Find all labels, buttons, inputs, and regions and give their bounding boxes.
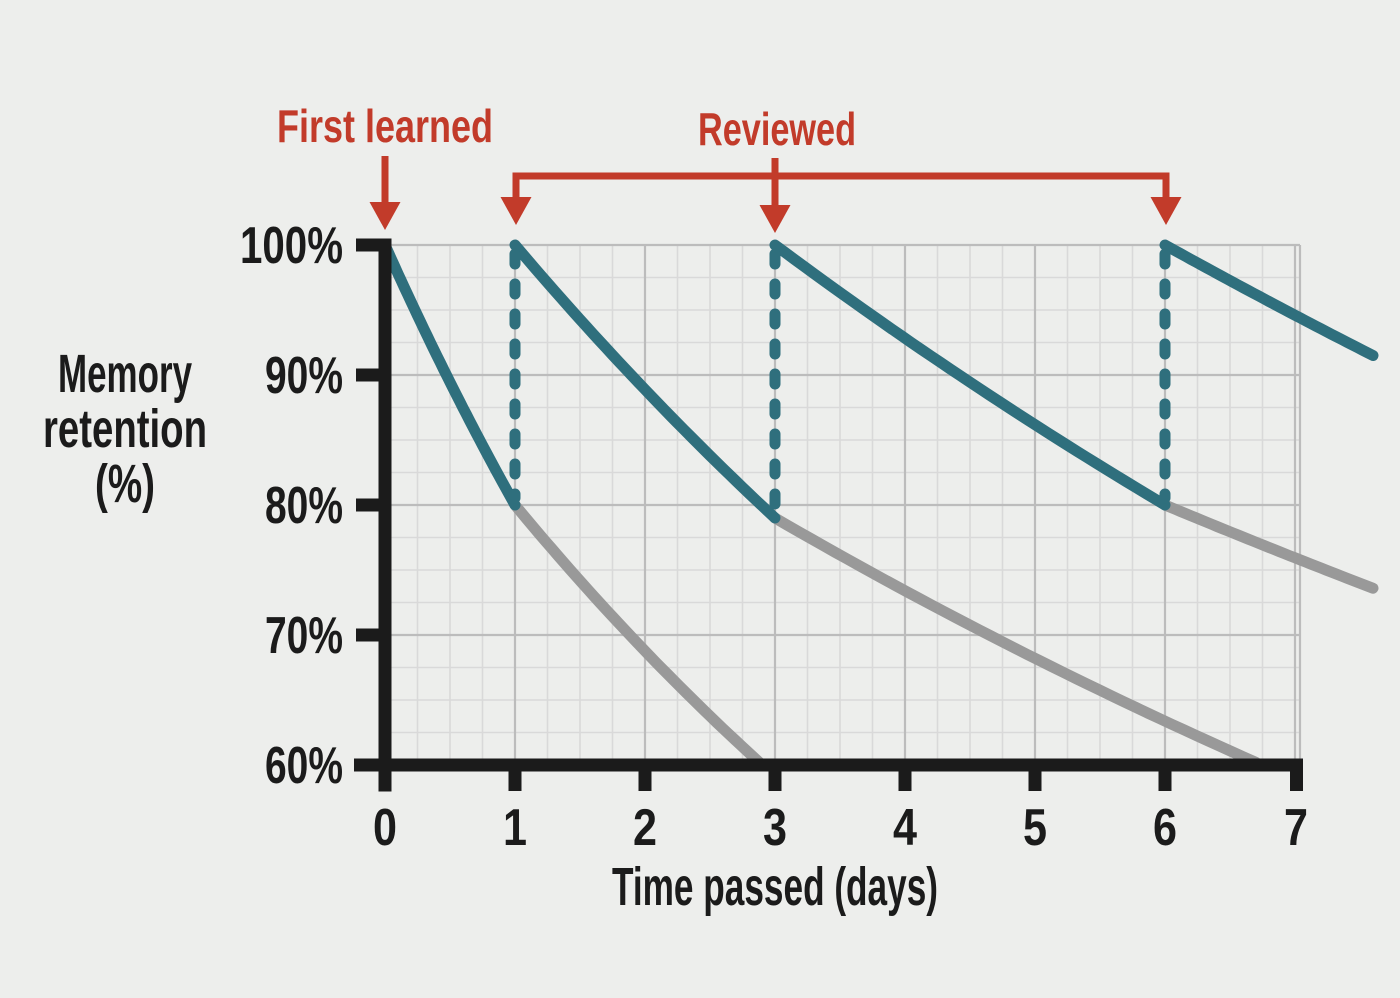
reviewed-bracket-line (512, 172, 1170, 199)
x-tick-label-6: 6 (1153, 799, 1177, 857)
x-axis (354, 758, 1303, 772)
x-tick-2 (638, 765, 652, 791)
x-tick-5 (1028, 765, 1042, 791)
x-tick-label-0: 0 (373, 799, 397, 857)
y-axis-title-line-3: (%) (95, 454, 155, 514)
reviewed-label: Reviewed (698, 103, 856, 155)
curve-retention_teal-from-day-6 (1159, 239, 1379, 361)
curve-retention_teal-from-day-3 (769, 239, 1171, 511)
x-tick-label-3: 3 (763, 799, 787, 857)
x-tick-4 (898, 765, 912, 791)
y-tick-100 (356, 238, 391, 252)
tick-labels: 100% 90% 80% 70% 60% 0 1 2 3 4 5 6 7 (240, 217, 1308, 857)
curve-retention_teal-from-day-1 (509, 239, 781, 524)
x-axis-title: Time passed (days) (612, 857, 938, 917)
y-tick-label-60: 60% (265, 737, 343, 795)
y-axis (378, 238, 392, 792)
x-tick-label-1: 1 (503, 799, 527, 857)
axes (354, 238, 1303, 792)
reviewed-arrowhead-day3-icon (759, 205, 791, 233)
review-jump-dashed-lines (509, 248, 1171, 517)
annotation-first-learned: First learned (277, 100, 493, 230)
y-tick-label-90: 90% (265, 347, 343, 405)
reviewed-arrowhead-day6-icon (1150, 197, 1182, 225)
y-tick-90 (356, 368, 391, 382)
curve-forgetting_gray-from-day-1 (509, 499, 765, 768)
y-tick-label-70: 70% (265, 607, 343, 665)
curve-forgetting_gray-from-day-6 (1159, 499, 1379, 594)
x-tick-3 (768, 765, 782, 791)
curve-retention_teal-from-day-0 (379, 239, 521, 511)
curves (379, 239, 1379, 768)
y-tick-80 (356, 498, 391, 512)
x-tick-label-4: 4 (893, 799, 917, 857)
x-tick-label-5: 5 (1023, 799, 1047, 857)
reviewed-arrowhead-day1-icon (500, 197, 532, 225)
y-axis-title: Memory retention (%) (43, 344, 207, 514)
y-tick-70 (356, 628, 391, 642)
curve-forgetting_gray-from-day-3 (769, 512, 1262, 768)
x-tick-1 (508, 765, 522, 791)
first-learned-arrowhead-icon (369, 202, 401, 230)
annotation-reviewed: Reviewed (500, 103, 1182, 233)
x-tick-6 (1158, 765, 1172, 791)
x-tick-label-2: 2 (633, 799, 657, 857)
first-learned-label: First learned (277, 100, 493, 152)
x-tick-7 (1290, 765, 1303, 791)
y-axis-title-line-1: Memory (58, 344, 192, 404)
y-tick-label-80: 80% (265, 477, 343, 535)
y-axis-title-line-2: retention (43, 399, 207, 459)
x-tick-label-7: 7 (1284, 799, 1308, 857)
y-tick-label-100: 100% (240, 217, 343, 275)
